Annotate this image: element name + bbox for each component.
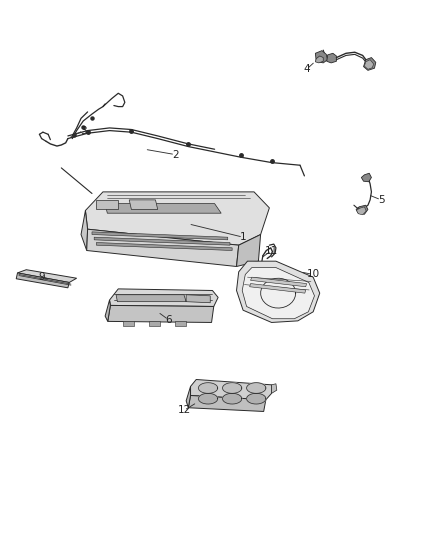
- Polygon shape: [87, 229, 239, 266]
- Text: 3: 3: [80, 126, 87, 135]
- Polygon shape: [247, 383, 266, 393]
- Polygon shape: [198, 383, 218, 393]
- Polygon shape: [16, 273, 69, 288]
- Polygon shape: [251, 277, 307, 287]
- Polygon shape: [247, 393, 266, 404]
- Text: 4: 4: [303, 64, 310, 74]
- Text: 11: 11: [265, 246, 278, 255]
- Text: 1: 1: [240, 232, 247, 242]
- Polygon shape: [237, 261, 320, 322]
- Polygon shape: [18, 270, 77, 282]
- Polygon shape: [108, 305, 214, 322]
- Polygon shape: [110, 289, 218, 306]
- Polygon shape: [96, 243, 232, 251]
- Polygon shape: [315, 56, 323, 63]
- Polygon shape: [191, 379, 272, 400]
- Polygon shape: [364, 60, 374, 69]
- Text: 12: 12: [177, 406, 191, 415]
- Polygon shape: [96, 200, 118, 209]
- Polygon shape: [364, 58, 376, 70]
- Text: 6: 6: [165, 315, 172, 325]
- Polygon shape: [105, 204, 221, 213]
- Polygon shape: [242, 268, 314, 319]
- Polygon shape: [250, 284, 306, 293]
- Polygon shape: [315, 51, 328, 63]
- Polygon shape: [81, 211, 88, 251]
- Text: 5: 5: [378, 195, 385, 205]
- Polygon shape: [198, 393, 218, 404]
- Polygon shape: [223, 383, 242, 393]
- Polygon shape: [327, 53, 336, 63]
- Polygon shape: [123, 321, 134, 326]
- Polygon shape: [94, 237, 230, 245]
- Polygon shape: [149, 321, 160, 326]
- Polygon shape: [129, 200, 158, 209]
- Text: 2: 2: [172, 150, 179, 159]
- Polygon shape: [186, 295, 210, 303]
- Polygon shape: [272, 384, 277, 393]
- Polygon shape: [105, 300, 110, 321]
- Polygon shape: [357, 207, 366, 215]
- Polygon shape: [361, 173, 371, 182]
- Polygon shape: [356, 205, 368, 214]
- Polygon shape: [92, 232, 228, 240]
- Polygon shape: [237, 235, 261, 266]
- Polygon shape: [175, 321, 186, 326]
- Polygon shape: [116, 295, 186, 302]
- Text: 10: 10: [307, 270, 320, 279]
- Polygon shape: [186, 386, 191, 408]
- Polygon shape: [223, 393, 242, 404]
- Polygon shape: [188, 395, 266, 411]
- Text: 9: 9: [38, 272, 45, 282]
- Polygon shape: [85, 192, 269, 245]
